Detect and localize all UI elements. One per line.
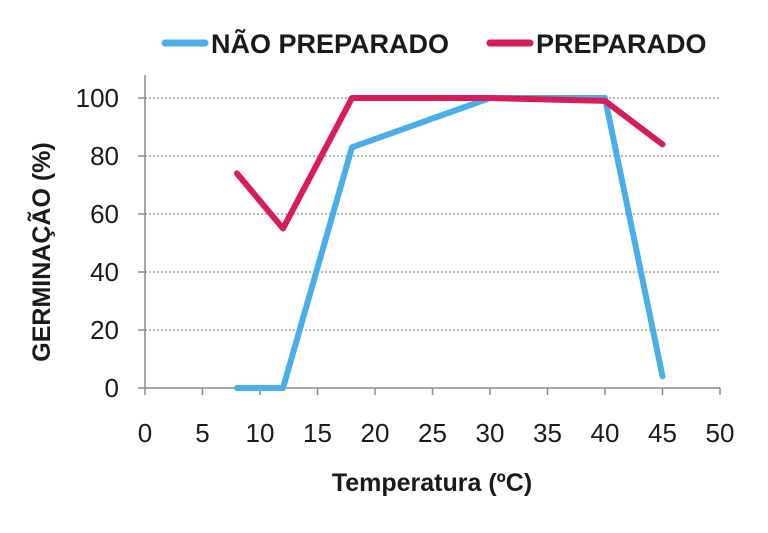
x-tick-label: 5 bbox=[195, 418, 209, 448]
x-tick-label: 30 bbox=[476, 418, 505, 448]
x-tick-label: 15 bbox=[303, 418, 332, 448]
y-tick-label: 60 bbox=[90, 199, 119, 229]
legend-label-preparado: PREPARADO bbox=[536, 29, 707, 59]
y-tick-label: 80 bbox=[90, 141, 119, 171]
x-tick-label: 50 bbox=[706, 418, 735, 448]
y-tick-label: 0 bbox=[105, 373, 119, 403]
series-line-preparado bbox=[234, 95, 666, 232]
y-ticks: 0 20 40 60 80 100 bbox=[76, 83, 145, 403]
x-tick-label: 10 bbox=[246, 418, 275, 448]
x-ticks: 0 5 10 15 20 25 30 35 40 45 50 bbox=[138, 388, 735, 448]
x-tick-label: 45 bbox=[648, 418, 677, 448]
y-tick-label: 40 bbox=[90, 257, 119, 287]
gridlines bbox=[145, 97, 720, 331]
series-lines bbox=[234, 95, 666, 391]
y-axis-title: GERMINAÇÃO (%) bbox=[26, 142, 56, 361]
x-axis-title: Temperatura (ºC) bbox=[332, 469, 532, 497]
x-tick-label: 0 bbox=[138, 418, 152, 448]
y-tick-label: 20 bbox=[90, 315, 119, 345]
legend: NÃO PREPARADO PREPARADO bbox=[161, 28, 707, 59]
x-tick-label: 40 bbox=[591, 418, 620, 448]
legend-label-nao-preparado: NÃO PREPARADO bbox=[211, 28, 449, 59]
y-tick-label: 100 bbox=[76, 83, 119, 113]
series-line-nao-preparado bbox=[234, 95, 666, 391]
x-tick-label: 20 bbox=[361, 418, 390, 448]
x-tick-label: 25 bbox=[418, 418, 447, 448]
x-tick-label: 35 bbox=[533, 418, 562, 448]
